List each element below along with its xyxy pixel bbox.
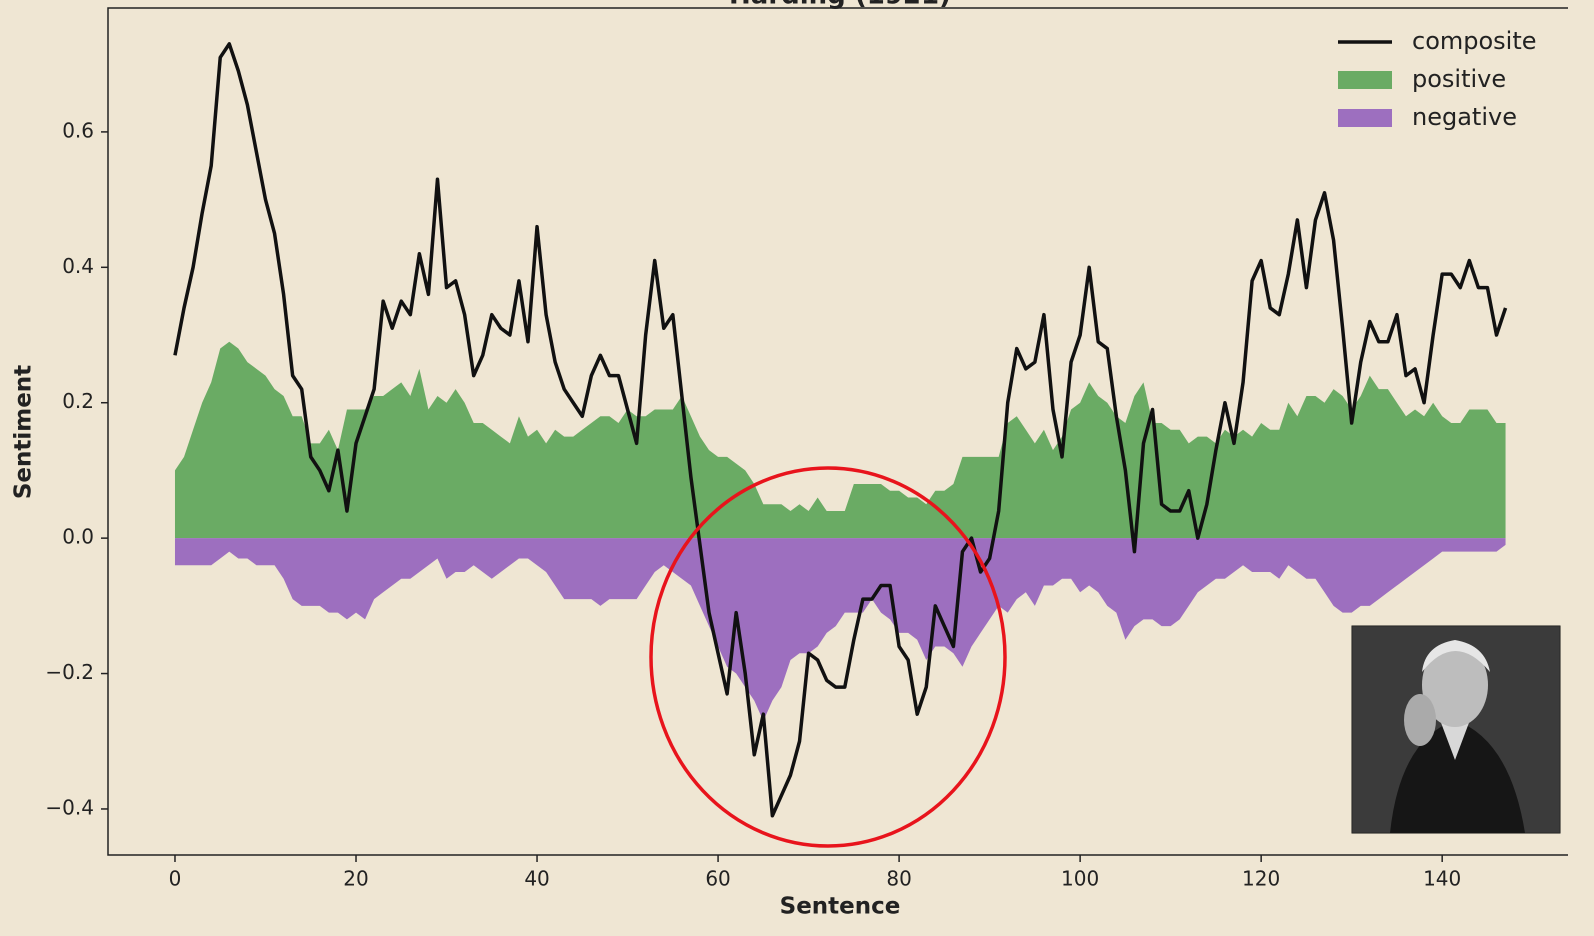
legend-swatch bbox=[1338, 71, 1392, 89]
area-positive bbox=[174, 341, 1506, 539]
chart-title: Harding (1921) bbox=[729, 0, 951, 11]
x-tick-label: 100 bbox=[1061, 867, 1099, 891]
x-axis-label: Sentence bbox=[780, 894, 901, 920]
plot-area bbox=[173, 42, 1508, 818]
line-composite bbox=[173, 42, 1508, 818]
x-tick-label: 60 bbox=[705, 867, 730, 891]
y-tick-label: −0.2 bbox=[45, 660, 94, 684]
axis-frame bbox=[107, 7, 1568, 856]
highlight-circle bbox=[649, 466, 1007, 848]
y-tick-label: −0.4 bbox=[45, 795, 94, 819]
portrait-photo bbox=[1351, 625, 1561, 834]
x-tick-label: 40 bbox=[524, 867, 549, 891]
area-negative bbox=[174, 538, 1506, 721]
y-tick-label: 0.6 bbox=[62, 118, 94, 142]
x-tick-label: 20 bbox=[343, 867, 368, 891]
legend-label: composite bbox=[1412, 27, 1537, 55]
y-axis-label: Sentiment bbox=[11, 365, 37, 499]
legend-swatch bbox=[1338, 109, 1392, 127]
x-tick-label: 140 bbox=[1423, 867, 1461, 891]
y-tick-label: 0.4 bbox=[62, 254, 94, 278]
y-tick-label: 0.2 bbox=[62, 389, 94, 413]
x-tick-label: 120 bbox=[1242, 867, 1280, 891]
x-tick-label: 0 bbox=[169, 867, 182, 891]
y-tick-label: 0.0 bbox=[62, 525, 94, 549]
x-tick-label: 80 bbox=[886, 867, 911, 891]
legend-label: negative bbox=[1412, 103, 1517, 131]
legend-label: positive bbox=[1412, 65, 1506, 93]
